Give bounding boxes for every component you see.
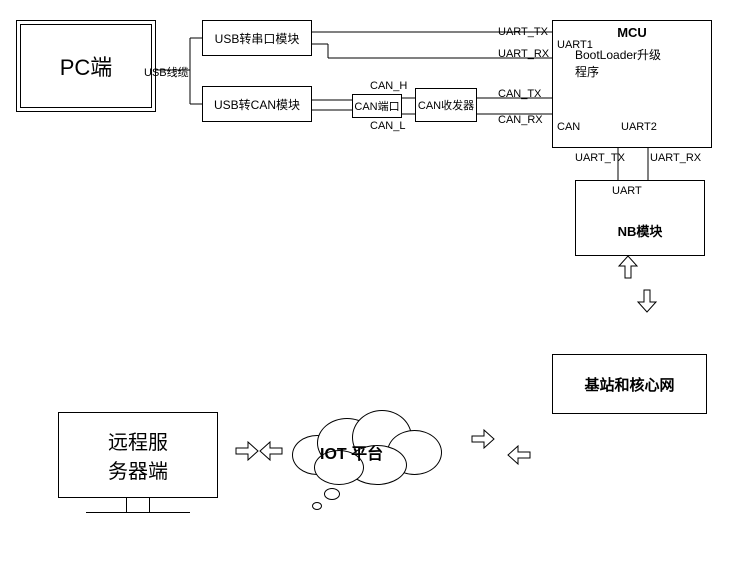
server-label: 远程服 务器端 [58,412,218,498]
can-h-label: CAN_H [370,80,407,92]
can-port-block: CAN端口 [352,94,402,118]
uart-tx-label-2: UART_TX [575,152,625,164]
uart-rx-label-2: UART_RX [650,152,701,164]
mcu-uart1-label: UART1 [557,39,593,51]
usb-can-block: USB转CAN模块 [202,86,312,122]
iot-label: IOT 平台 [320,440,383,464]
nb-block: UART NB模块 [575,180,705,256]
arrow-nb-base [619,256,656,312]
usb-cable-label: USB线缆 [144,64,189,80]
arrow-base-iot [472,430,530,464]
can-l-label: CAN_L [370,120,405,132]
iot-cloud: IOT 平台 [292,410,442,490]
mcu-sub: BootLoader升级 程序 [575,46,707,80]
uart-tx-label-1: UART_TX [498,26,548,38]
can-xcvr-block: CAN收发器 [415,88,477,122]
pc-block: PC端 [16,20,156,112]
can-tx-label: CAN_TX [498,88,541,100]
uart-rx-label-1: UART_RX [498,48,549,60]
usb-serial-block: USB转串口模块 [202,20,312,56]
nb-uart-label: UART [612,185,642,197]
can-rx-label: CAN_RX [498,114,543,126]
arrow-iot-server [236,442,282,460]
mcu-title: MCU [557,25,707,40]
mcu-uart2-label: UART2 [621,121,657,133]
base-block: 基站和核心网 [552,354,707,414]
server-block: 远程服 务器端 [58,412,218,522]
mcu-block: MCU BootLoader升级 程序 UART1 CAN UART2 [552,20,712,148]
nb-title: NB模块 [576,221,704,240]
mcu-can-label: CAN [557,121,580,133]
pc-label: PC端 [20,24,152,108]
